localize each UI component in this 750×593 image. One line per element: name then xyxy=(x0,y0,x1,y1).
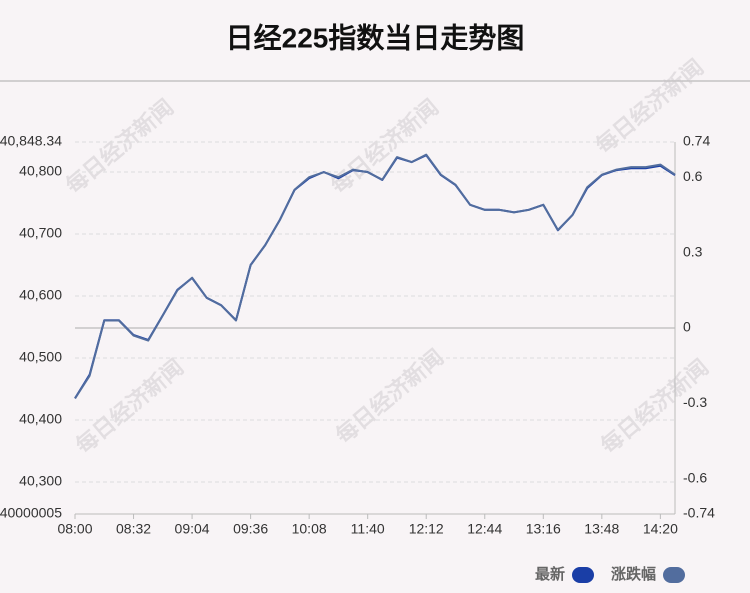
x-tick-label: 13:48 xyxy=(584,521,619,537)
x-tick-label: 09:04 xyxy=(175,521,210,537)
x-tick-label: 12:44 xyxy=(467,521,502,537)
y-tick-label: 40,848.34 xyxy=(0,133,62,149)
x-tick-label: 11:40 xyxy=(351,521,385,537)
legend-label: 最新 xyxy=(535,565,565,583)
legend-swatch xyxy=(572,567,594,583)
y-tick-label: 40,600 xyxy=(19,287,62,303)
y-tick-label: 40,700 xyxy=(19,225,62,241)
y-tick-label: 40,400 xyxy=(19,411,62,427)
x-tick-label: 08:00 xyxy=(57,521,92,537)
x-tick-label: 08:32 xyxy=(116,521,151,537)
x-tick-label: 13:16 xyxy=(526,521,561,537)
y2-tick-label: 0.3 xyxy=(683,243,703,259)
y2-tick-label: -0.3 xyxy=(683,394,707,410)
x-tick-label: 09:36 xyxy=(233,521,268,537)
x-tick-label: 10:08 xyxy=(292,521,327,537)
x-tick-label: 14:20 xyxy=(643,521,678,537)
series-line xyxy=(74,153,676,399)
x-tick-label: 12:12 xyxy=(409,521,444,537)
y2-tick-label: 0 xyxy=(683,319,691,335)
y-tick-label: 40,500 xyxy=(19,349,62,365)
y-tick-label: 40,248.340000005 xyxy=(0,505,62,521)
legend-label: 涨跌幅 xyxy=(611,565,656,583)
y-tick-label: 40,300 xyxy=(19,473,62,489)
legend-swatch xyxy=(663,567,685,583)
chart-title: 日经225指数当日走势图 xyxy=(226,21,525,53)
y2-tick-label: 0.6 xyxy=(683,168,703,184)
y-tick-label: 40,800 xyxy=(19,163,62,179)
y2-tick-label: -0.74 xyxy=(683,505,715,521)
y2-tick-label: -0.6 xyxy=(683,470,707,486)
y2-tick-label: 0.74 xyxy=(683,133,710,149)
